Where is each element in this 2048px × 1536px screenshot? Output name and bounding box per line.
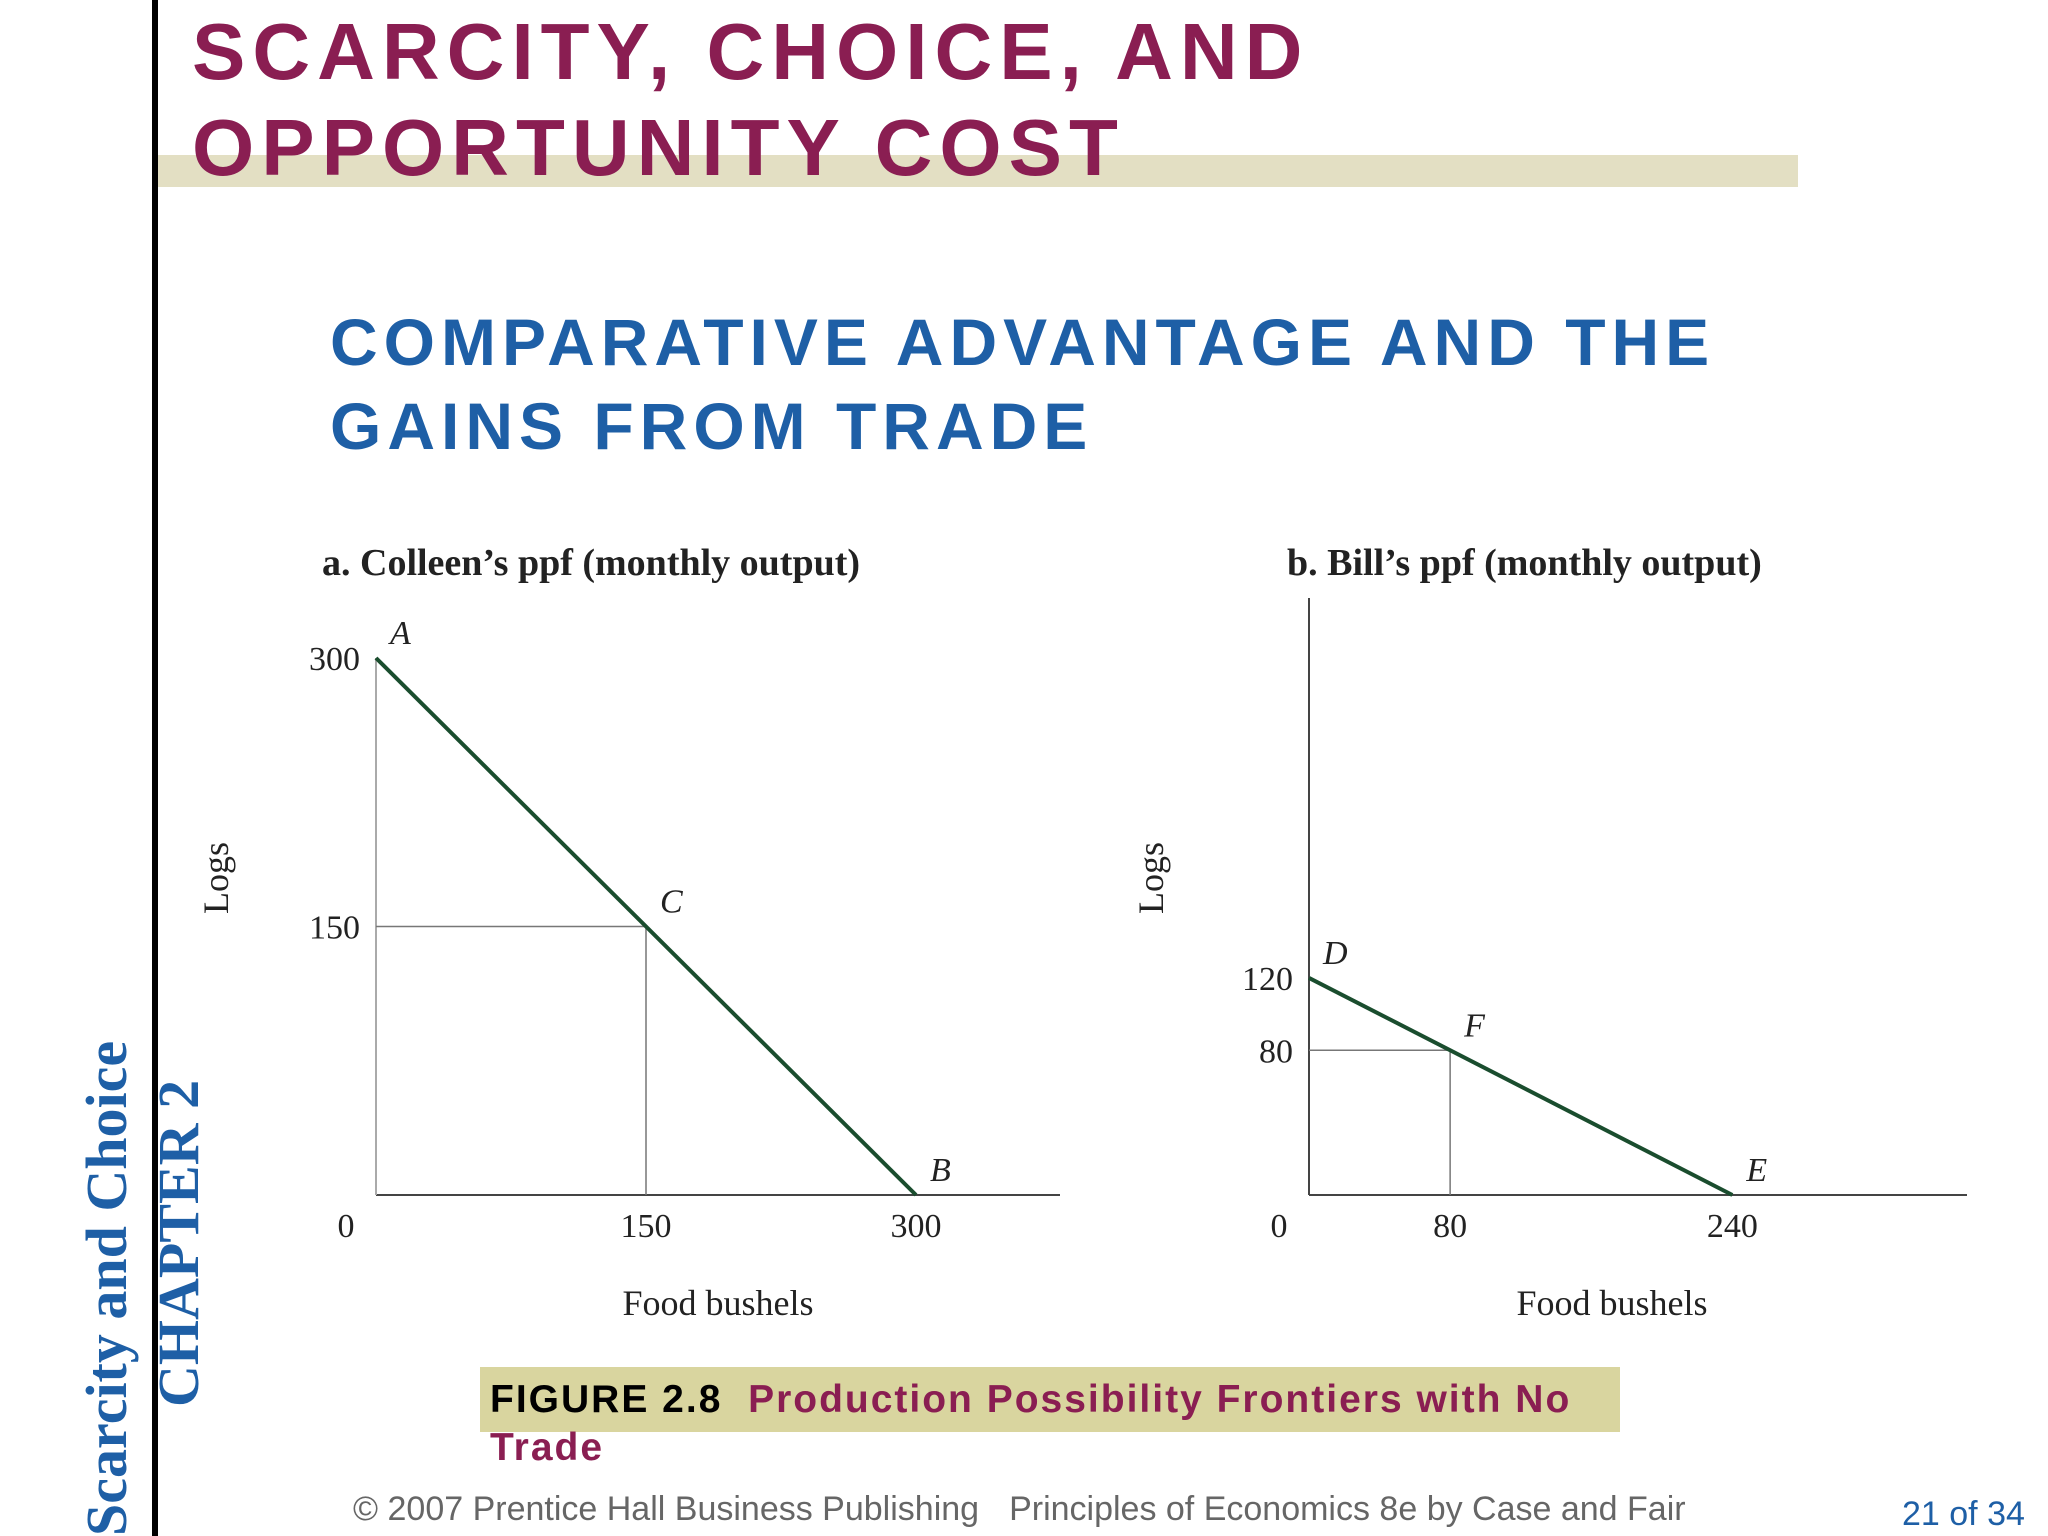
slide-subtitle: COMPARATIVE ADVANTAGE AND THE GAINS FROM… xyxy=(330,305,1716,463)
panel-2-y-axis-label: Logs xyxy=(1131,842,1171,914)
footer-publisher: © 2007 Prentice Hall Business Publishing xyxy=(353,1490,980,1528)
panel-1-point-label-B: B xyxy=(930,1152,951,1189)
panel-2-y-tick-80: 80 xyxy=(1259,1033,1293,1070)
figure-title: Production Possibility Frontiers with No… xyxy=(490,1378,1572,1469)
panel-2-point-label-E: E xyxy=(1745,1152,1767,1189)
panel-2-ppf-line-0 xyxy=(1308,976,1734,1197)
panel-1-x-axis-label: Food bushels xyxy=(622,1283,813,1323)
panel-1-y-tick-300: 300 xyxy=(309,641,360,678)
slide-title: SCARCITY, CHOICE, AND OPPORTUNITY COST xyxy=(192,7,1310,192)
panel-1-origin-label: 0 xyxy=(338,1208,355,1245)
panel-2-y-tick-120: 120 xyxy=(1242,961,1293,998)
figure-caption-box xyxy=(480,1367,1620,1432)
panel-1-point-label-C: C xyxy=(660,884,683,921)
panel-1-chart-title: a. Colleen’s ppf (monthly output) xyxy=(322,542,860,584)
panel-1-ppf-line-0 xyxy=(374,656,918,1197)
panel-1-y-axis-label: Logs xyxy=(196,842,236,914)
footer-book: Principles of Economics 8e by Case and F… xyxy=(1009,1490,1686,1528)
page-number: 21 of 34 xyxy=(1902,1495,2025,1533)
panel-2-point-label-D: D xyxy=(1322,935,1348,972)
panel-1-x-tick-300: 300 xyxy=(891,1208,942,1245)
panel-1-point-label-A: A xyxy=(388,615,411,652)
figure-number: FIGURE 2.8 xyxy=(490,1378,723,1421)
panel-2-point-label-F: F xyxy=(1463,1007,1486,1044)
panel-2-x-tick-240: 240 xyxy=(1707,1208,1758,1245)
panel-2-chart-title: b. Bill’s ppf (monthly output) xyxy=(1287,542,1762,584)
footer: © 2007 Prentice Hall Business Publishing… xyxy=(353,1490,1686,1529)
panel-2-origin-label: 0 xyxy=(1271,1208,1288,1245)
panel-1-x-tick-150: 150 xyxy=(621,1208,672,1245)
left-divider-line xyxy=(152,0,158,1536)
panel-2-x-tick-80: 80 xyxy=(1433,1208,1467,1245)
panel-1-y-tick-150: 150 xyxy=(309,910,360,947)
figure-caption: FIGURE 2.8 Production Possibility Fronti… xyxy=(490,1376,1620,1472)
title-underline-band xyxy=(158,155,1798,187)
panel-2-x-axis-label: Food bushels xyxy=(1516,1283,1707,1323)
